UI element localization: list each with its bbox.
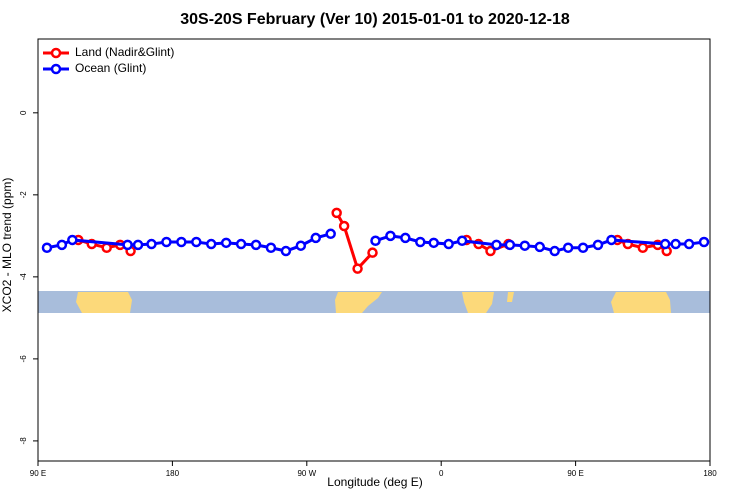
- data-point: [562, 242, 574, 253]
- data-point: [659, 238, 671, 250]
- data-point: [456, 235, 468, 247]
- data-point: [41, 242, 53, 253]
- data-point: [577, 242, 589, 253]
- data-point: [698, 236, 710, 248]
- data-point: [606, 234, 617, 246]
- data-point: [367, 247, 378, 258]
- data-point: [592, 239, 604, 251]
- data-point: [331, 207, 342, 219]
- data-point: [428, 237, 439, 249]
- data-point: [176, 236, 187, 248]
- data-point: [385, 230, 396, 242]
- land-shape: [76, 292, 132, 313]
- data-point: [415, 236, 426, 248]
- data-point: [338, 220, 350, 232]
- data-point: [352, 263, 363, 274]
- data-point: [491, 239, 502, 251]
- data-point: [325, 228, 336, 240]
- data-point: [637, 242, 649, 253]
- data-point: [161, 236, 172, 248]
- data-point: [370, 235, 381, 247]
- x-axis-label: Longitude (deg E): [327, 475, 422, 489]
- data-point: [485, 245, 496, 257]
- data-point: [122, 239, 133, 251]
- data-point: [132, 239, 144, 251]
- data-point: [443, 238, 454, 250]
- y-tick-label: 0: [19, 110, 28, 115]
- data-point: [67, 234, 78, 246]
- data-point: [146, 238, 157, 250]
- data-point: [250, 239, 262, 251]
- y-tick-label: -8: [19, 437, 28, 445]
- data-point: [310, 232, 322, 244]
- legend-label: Land (Nadir&Glint): [75, 45, 174, 59]
- legend-label: Ocean (Glint): [75, 61, 146, 75]
- land-shape: [335, 292, 382, 313]
- data-point: [220, 237, 232, 249]
- data-point: [504, 239, 516, 251]
- chart-title: 30S-20S February (Ver 10) 2015-01-01 to …: [180, 11, 570, 28]
- data-point: [534, 241, 546, 253]
- data-point: [265, 242, 277, 253]
- data-point: [549, 245, 560, 257]
- data-point: [400, 232, 411, 244]
- plot-frame: [37, 38, 711, 462]
- data-point: [205, 238, 217, 250]
- land-map-strip: [38, 291, 710, 313]
- y-tick-label: -6: [19, 355, 28, 363]
- data-point: [670, 238, 681, 250]
- data-point: [191, 236, 202, 248]
- ocean-band: [38, 291, 710, 313]
- data-point: [683, 238, 695, 250]
- land-shape: [462, 292, 494, 313]
- x-tick-label: 90 W: [297, 469, 316, 478]
- data-point: [56, 239, 68, 251]
- y-axis-label: XCO2 - MLO trend (ppm): [0, 178, 14, 313]
- data-point: [519, 240, 531, 251]
- data-point: [101, 242, 112, 253]
- land-shape: [611, 292, 671, 313]
- y-tick-label: -4: [19, 273, 28, 281]
- data-point: [280, 245, 292, 257]
- data-point: [235, 238, 247, 250]
- land-shape: [507, 292, 514, 302]
- x-tick-label: 180: [703, 469, 717, 478]
- data-point: [295, 240, 307, 251]
- y-tick-label: -2: [19, 191, 28, 199]
- legend-marker: [50, 47, 62, 59]
- x-tick-label: 90 E: [30, 469, 46, 478]
- x-tick-label: 0: [439, 469, 444, 478]
- x-tick-label: 90 E: [567, 469, 583, 478]
- x-tick-label: 180: [166, 469, 180, 478]
- legend-marker: [50, 63, 62, 75]
